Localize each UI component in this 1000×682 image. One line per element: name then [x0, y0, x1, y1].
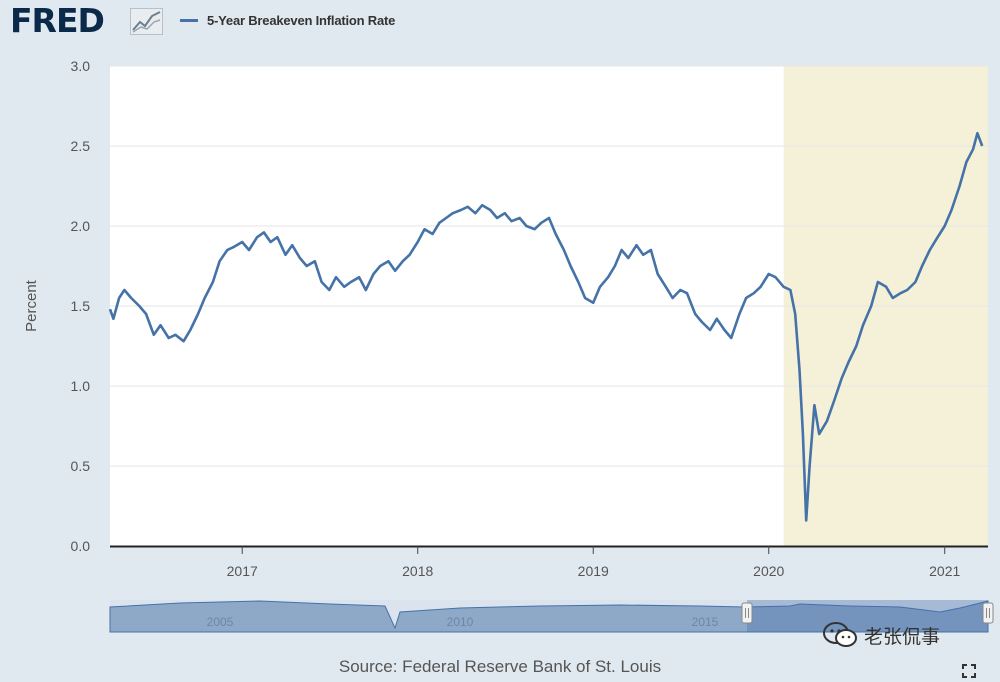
navigator-tick-label: 2005	[207, 615, 234, 629]
navigator-tick-label: 2015	[692, 615, 719, 629]
wechat-icon	[823, 622, 857, 647]
source-note: Source: Federal Reserve Bank of St. Loui…	[338, 657, 662, 676]
watermark-text: 老张侃事	[864, 625, 941, 648]
navigator-area	[109, 600, 989, 633]
line-graph-icon	[130, 8, 163, 35]
y-tick-label: 1.5	[71, 298, 91, 314]
y-axis-ticks: 0.0 0.5 1.0 1.5 2.0 2.5 3.0	[71, 58, 91, 554]
series-layer	[108, 131, 984, 522]
y-tick-label: 2.5	[71, 138, 91, 154]
navigator-handle-left[interactable]	[741, 602, 753, 624]
chart-legend[interactable]: 5-Year Breakeven Inflation Rate	[180, 10, 395, 30]
navigator-handle-right[interactable]	[982, 602, 994, 624]
y-tick-label: 2.0	[71, 218, 91, 234]
legend-label: 5-Year Breakeven Inflation Rate	[207, 12, 396, 28]
y-tick-label: 0.0	[71, 538, 91, 554]
y-tick-label: 1.0	[71, 378, 91, 394]
y-axis-title: Percent	[23, 279, 40, 332]
time-navigator: 2005 2010 2015	[109, 600, 994, 633]
x-tick-label: 2020	[753, 563, 784, 579]
x-axis-ticks: 2017 2018 2019 2020 2021	[227, 546, 961, 579]
x-tick-label: 2021	[929, 563, 960, 579]
navigator-tick-label: 2010	[447, 615, 474, 629]
y-tick-label: 0.5	[71, 458, 91, 474]
x-tick-label: 2019	[578, 563, 609, 579]
navigator-selection[interactable]	[747, 600, 988, 632]
x-tick-label: 2017	[227, 563, 258, 579]
y-tick-label: 3.0	[71, 58, 91, 74]
wechat-watermark: 老张侃事	[822, 620, 940, 650]
x-tick-label: 2018	[402, 563, 433, 579]
fullscreen-icon[interactable]	[962, 664, 976, 678]
gridlines	[110, 65, 988, 548]
fred-logo: FRED	[10, 1, 105, 40]
chart-header: FRED 5-Year Breakeven Inflation Rate	[0, 0, 1000, 42]
legend-swatch	[180, 18, 198, 22]
series-line	[108, 131, 984, 522]
